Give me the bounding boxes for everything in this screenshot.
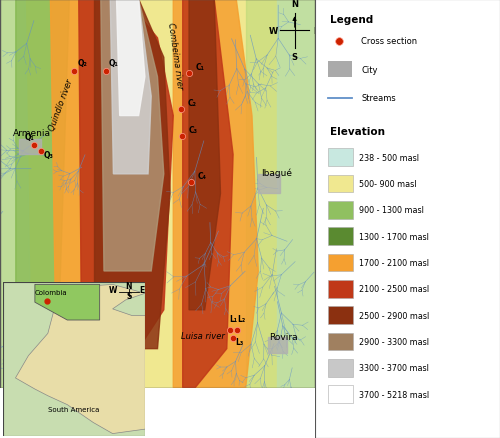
Text: 1700 - 2100 masl: 1700 - 2100 masl	[360, 258, 430, 267]
Text: L₃: L₃	[236, 337, 244, 346]
Text: Streams: Streams	[361, 94, 396, 103]
Bar	[6, 401, 20, 412]
Polygon shape	[182, 0, 233, 388]
Text: C₃: C₃	[188, 126, 198, 134]
Text: 3700 - 5218 masl: 3700 - 5218 masl	[360, 390, 430, 399]
Polygon shape	[0, 0, 32, 388]
Text: Quindío river: Quindío river	[48, 78, 75, 132]
Bar	[20, 401, 34, 412]
Polygon shape	[16, 0, 70, 388]
Text: Km: Km	[94, 412, 107, 421]
Text: Q₂: Q₂	[77, 59, 87, 68]
Text: 3: 3	[18, 393, 22, 399]
Text: 18: 18	[84, 393, 94, 399]
Text: Legend: Legend	[330, 15, 373, 25]
Text: Combeima river: Combeima river	[166, 22, 184, 90]
Text: N: N	[98, 390, 104, 399]
Polygon shape	[246, 0, 315, 388]
Text: 0: 0	[4, 393, 8, 399]
Text: L₂: L₂	[238, 314, 246, 323]
Text: N: N	[291, 0, 298, 9]
Text: 6: 6	[31, 393, 36, 399]
Polygon shape	[189, 0, 220, 310]
Bar	[328, 175, 353, 193]
Bar	[328, 359, 353, 377]
Text: C₄: C₄	[198, 171, 206, 180]
Text: Armenia: Armenia	[13, 129, 51, 138]
Text: Q₁: Q₁	[24, 133, 34, 141]
Polygon shape	[94, 0, 170, 349]
Polygon shape	[35, 285, 100, 320]
Bar	[328, 333, 353, 350]
Polygon shape	[277, 0, 315, 388]
Text: W: W	[268, 27, 278, 35]
Polygon shape	[79, 0, 174, 388]
Text: 900 - 1300 masl: 900 - 1300 masl	[360, 206, 424, 215]
Polygon shape	[0, 0, 70, 388]
Bar	[328, 201, 353, 219]
Text: Colombia: Colombia	[35, 290, 68, 296]
Polygon shape	[50, 0, 119, 388]
Text: Luisa river: Luisa river	[181, 332, 225, 341]
Text: 1300 - 1700 masl: 1300 - 1700 masl	[360, 232, 430, 241]
Text: 238 - 500 masl: 238 - 500 masl	[360, 153, 420, 162]
Bar	[258, 174, 280, 194]
Text: L₁: L₁	[230, 314, 237, 323]
Bar	[328, 254, 353, 272]
Text: N: N	[126, 281, 132, 290]
Text: S: S	[292, 53, 298, 62]
Text: E: E	[313, 27, 318, 35]
Text: E: E	[139, 286, 144, 294]
Bar	[328, 280, 353, 298]
Text: 2500 - 2900 masl: 2500 - 2900 masl	[360, 311, 430, 320]
Polygon shape	[116, 0, 145, 117]
Text: Q₃: Q₃	[44, 151, 54, 160]
Text: Q₁: Q₁	[108, 59, 118, 68]
Text: Cross section: Cross section	[361, 37, 418, 46]
Text: 3300 - 3700 masl: 3300 - 3700 masl	[360, 364, 430, 372]
Bar	[268, 337, 286, 353]
Text: 500- 900 masl: 500- 900 masl	[360, 180, 417, 188]
Text: Rovira: Rovira	[270, 332, 298, 341]
Bar	[328, 228, 353, 245]
Text: Ibagué: Ibagué	[262, 168, 292, 177]
Text: City: City	[361, 66, 378, 74]
Bar	[328, 62, 352, 78]
Text: 2900 - 3300 masl: 2900 - 3300 masl	[360, 337, 430, 346]
Text: Elevation: Elevation	[330, 127, 385, 136]
Text: W: W	[108, 286, 117, 294]
Text: South America: South America	[48, 406, 99, 412]
Polygon shape	[174, 0, 258, 388]
Text: C₁: C₁	[196, 63, 204, 72]
Bar	[328, 307, 353, 324]
Bar	[328, 149, 353, 166]
Bar	[61, 401, 89, 412]
Polygon shape	[101, 0, 164, 271]
Text: S: S	[126, 291, 132, 300]
Text: 12: 12	[56, 393, 66, 399]
Polygon shape	[16, 285, 287, 434]
Text: 2100 - 2500 masl: 2100 - 2500 masl	[360, 285, 430, 293]
Polygon shape	[110, 0, 151, 174]
Text: C₂: C₂	[188, 99, 196, 107]
Bar	[328, 385, 353, 403]
Bar	[34, 401, 61, 412]
Bar	[19, 140, 41, 155]
